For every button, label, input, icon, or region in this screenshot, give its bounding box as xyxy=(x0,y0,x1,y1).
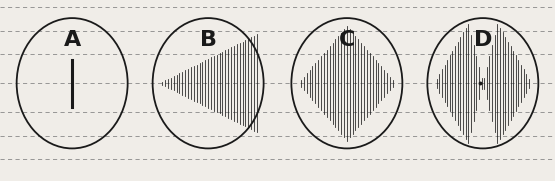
Text: C: C xyxy=(339,30,355,50)
Text: B: B xyxy=(200,30,216,50)
Text: D: D xyxy=(473,30,492,50)
Text: A: A xyxy=(63,30,81,50)
